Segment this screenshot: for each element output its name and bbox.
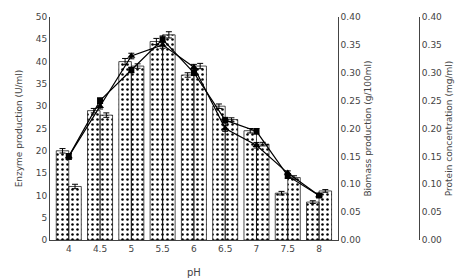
svg-text:0.25: 0.25	[422, 96, 442, 106]
svg-text:6.5: 6.5	[218, 244, 232, 254]
svg-text:10: 10	[36, 191, 48, 201]
svg-text:0.15: 0.15	[341, 152, 361, 162]
svg-text:0.00: 0.00	[422, 235, 442, 245]
svg-text:0.15: 0.15	[422, 152, 442, 162]
svg-text:8: 8	[316, 244, 322, 254]
svg-text:0.05: 0.05	[422, 207, 442, 217]
svg-text:7: 7	[254, 244, 260, 254]
svg-text:0.10: 0.10	[422, 179, 442, 189]
svg-text:5.5: 5.5	[155, 244, 169, 254]
svg-text:0.20: 0.20	[422, 124, 442, 134]
svg-text:0.30: 0.30	[341, 68, 361, 78]
svg-text:pH: pH	[187, 267, 201, 278]
svg-text:Biomass production (g/100ml): Biomass production (g/100ml)	[363, 60, 373, 196]
svg-text:15: 15	[36, 168, 47, 178]
svg-text:0.20: 0.20	[341, 124, 361, 134]
svg-text:40: 40	[36, 57, 48, 67]
svg-text:0: 0	[41, 235, 47, 245]
svg-text:0.10: 0.10	[341, 179, 361, 189]
svg-text:0.00: 0.00	[341, 235, 361, 245]
svg-text:30: 30	[36, 101, 48, 111]
svg-text:6: 6	[191, 244, 197, 254]
svg-text:0.35: 0.35	[341, 40, 361, 50]
svg-text:0.35: 0.35	[422, 40, 442, 50]
svg-text:50: 50	[36, 12, 48, 22]
svg-text:0.25: 0.25	[341, 96, 361, 106]
svg-text:0.40: 0.40	[341, 12, 361, 22]
svg-text:Enzyme production (U/ml): Enzyme production (U/ml)	[14, 70, 24, 188]
svg-text:4: 4	[66, 244, 72, 254]
svg-text:0.30: 0.30	[422, 68, 442, 78]
svg-text:Protein concentration (mg/ml): Protein concentration (mg/ml)	[444, 61, 454, 196]
svg-text:0.05: 0.05	[341, 207, 361, 217]
svg-text:25: 25	[36, 124, 47, 134]
svg-text:5: 5	[128, 244, 134, 254]
svg-text:4.5: 4.5	[93, 244, 107, 254]
svg-text:45: 45	[36, 34, 47, 44]
svg-text:7.5: 7.5	[281, 244, 295, 254]
svg-text:5: 5	[41, 213, 47, 223]
svg-text:0.40: 0.40	[422, 12, 442, 22]
svg-text:35: 35	[36, 79, 47, 89]
svg-text:20: 20	[36, 146, 48, 156]
